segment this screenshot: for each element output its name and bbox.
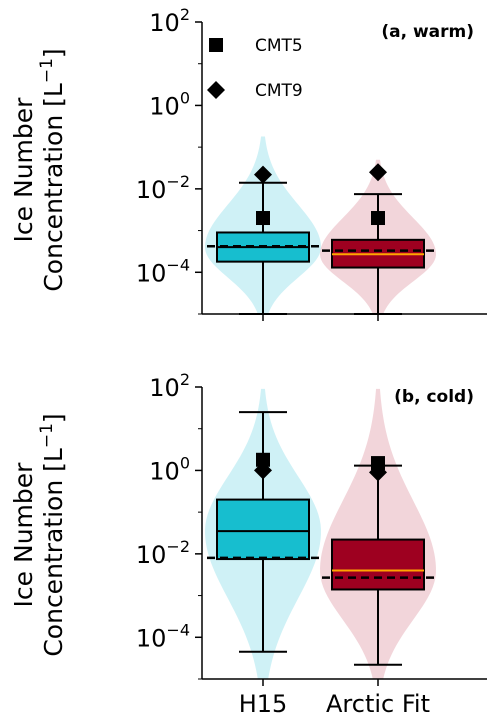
marker-cmt9-h15 xyxy=(254,165,272,184)
legend-label: CMT5 xyxy=(255,36,303,56)
panel-warm: 102 100 10−2 10−4 Ice NumberConcentration [L… xyxy=(9,5,487,321)
y-tick-label: 100 xyxy=(149,453,190,485)
marker-cmt9-h15 xyxy=(254,461,272,480)
y-tick-label: 10−4 xyxy=(136,620,190,652)
y-axis-label: Ice NumberConcentration [L−1] xyxy=(9,48,68,291)
y-tick-label: 10−4 xyxy=(136,255,190,287)
y-tick-label: 10−2 xyxy=(136,537,190,569)
marker-cmt5-arctic-fit xyxy=(371,211,385,226)
y-tick-label: 100 xyxy=(149,88,190,120)
box-h15 xyxy=(216,498,310,561)
legend-marker-diamond xyxy=(207,81,225,99)
y-tick-label: 10−2 xyxy=(136,172,190,204)
legend: CMT5 CMT9 xyxy=(207,36,303,101)
box-arctic-fit xyxy=(331,538,425,591)
marker-cmt5-h15 xyxy=(256,211,270,226)
x-tick-label: H15 xyxy=(239,690,288,718)
panel-label: (b, cold) xyxy=(394,387,474,407)
marker-cmt5-arctic-fit xyxy=(371,456,385,471)
panel-label: (a, warm) xyxy=(381,22,474,42)
y-tick-label: 102 xyxy=(149,370,190,402)
y-tick-label: 102 xyxy=(149,5,190,37)
marker-cmt9-arctic-fit xyxy=(369,463,387,482)
x-tick-label: Arctic Fit xyxy=(326,690,430,718)
marker-cmt5-h15 xyxy=(256,452,270,467)
legend-label: CMT9 xyxy=(255,81,303,101)
panel-cold: 102 100 10−2 10−4 Ice NumberConcentration [L… xyxy=(9,370,487,686)
y-axis-label: Ice NumberConcentration [L−1] xyxy=(9,413,68,656)
legend-marker-square xyxy=(209,38,223,52)
marker-cmt9-arctic-fit xyxy=(369,163,387,182)
